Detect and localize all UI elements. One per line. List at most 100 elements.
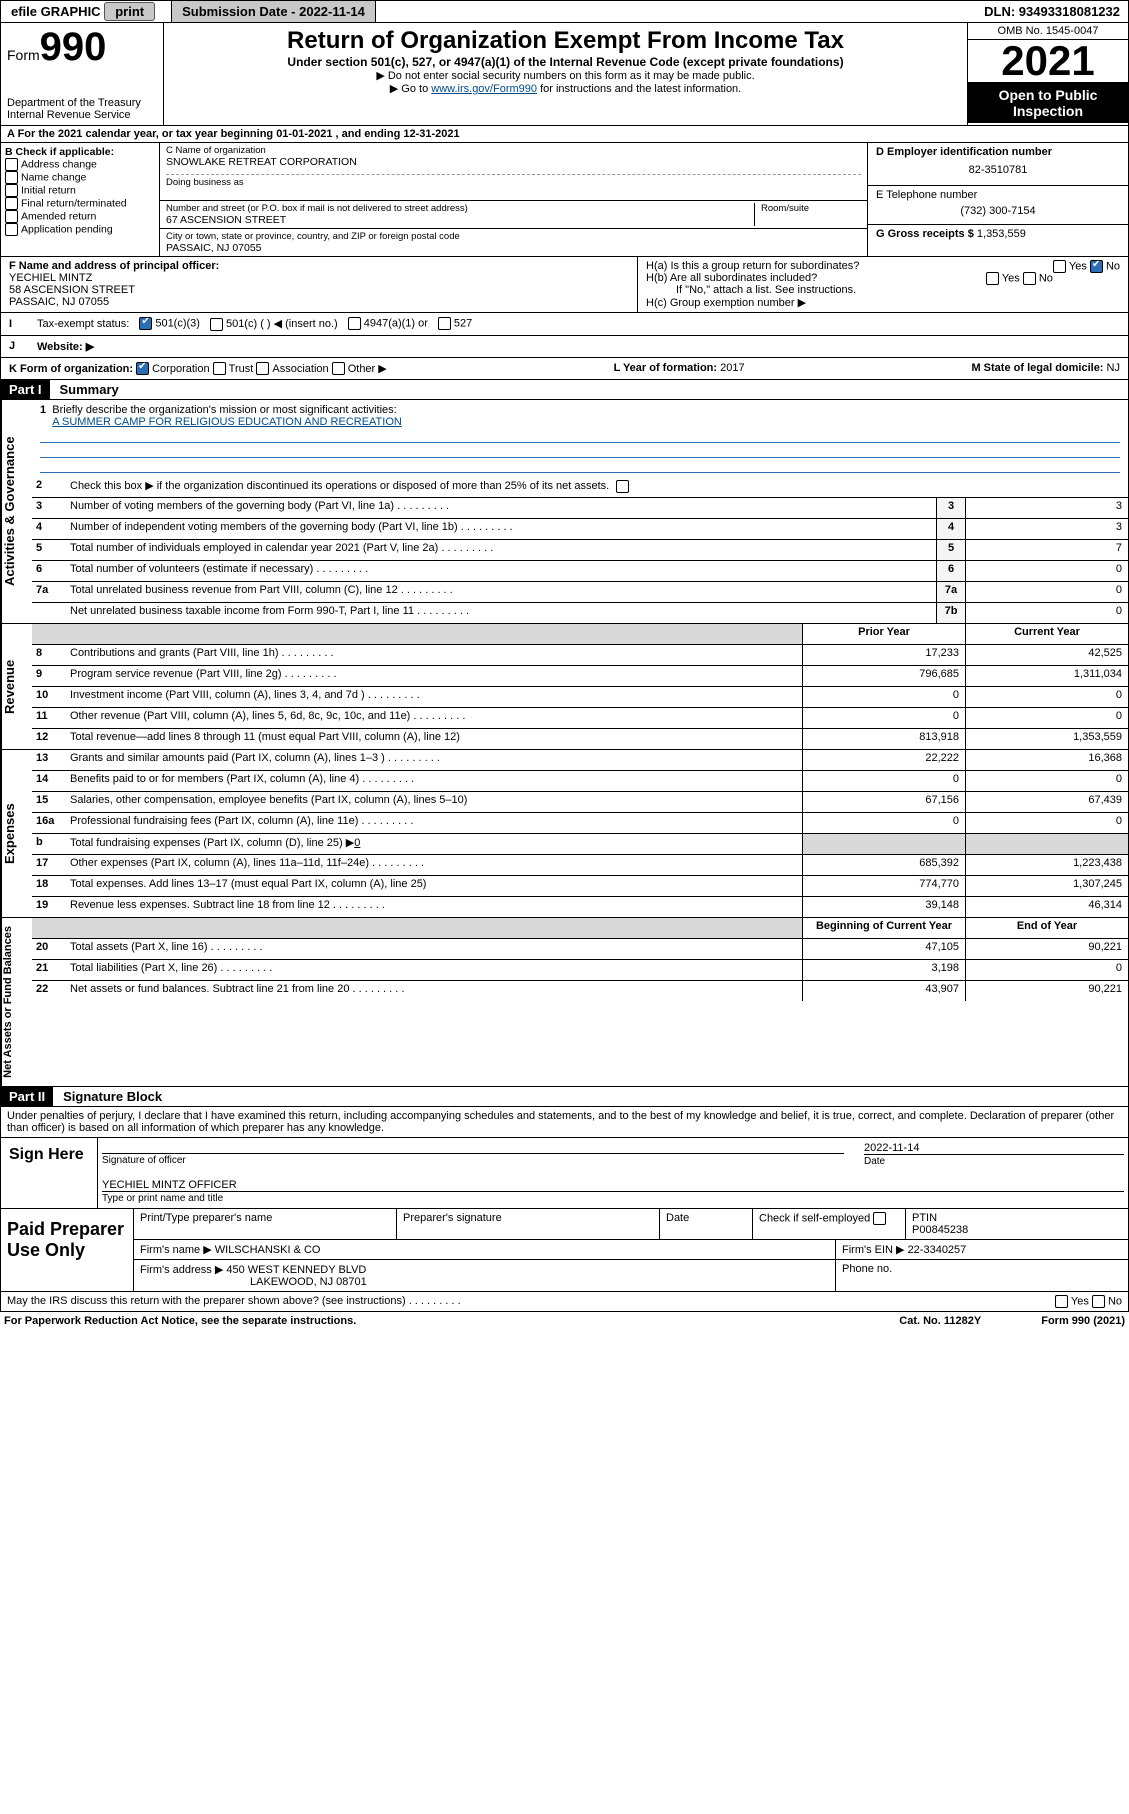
col-end: End of Year [965, 918, 1128, 938]
p9: 796,685 [802, 666, 965, 686]
chk-other[interactable]: Other ▶ [332, 363, 387, 375]
chk-assoc[interactable]: Association [256, 363, 328, 375]
chk-application[interactable]: Application pending [5, 223, 155, 236]
c13: 16,368 [965, 750, 1128, 770]
chk-final[interactable]: Final return/terminated [5, 197, 155, 210]
section-net-assets: Net Assets or Fund Balances Beginning of… [0, 918, 1129, 1087]
chk-527[interactable]: 527 [438, 317, 472, 330]
street: 67 ASCENSION STREET [166, 214, 754, 226]
officer-addr2: PASSAIC, NJ 07055 [9, 296, 629, 308]
line-18: Total expenses. Add lines 13–17 (must eq… [66, 876, 802, 896]
part2-title: Signature Block [53, 1089, 162, 1104]
chk-4947[interactable]: 4947(a)(1) or [348, 317, 428, 330]
irs-link[interactable]: www.irs.gov/Form990 [431, 83, 537, 95]
chk-trust[interactable]: Trust [213, 363, 254, 375]
irs-label: Internal Revenue Service [7, 109, 157, 121]
line-22: Net assets or fund balances. Subtract li… [66, 981, 802, 1001]
print-button[interactable]: print [104, 2, 155, 21]
p14: 0 [802, 771, 965, 791]
c18: 1,307,245 [965, 876, 1128, 896]
chk-address[interactable]: Address change [5, 158, 155, 171]
mission-label: Briefly describe the organization's miss… [52, 404, 396, 416]
firm-name: Firm's name ▶ WILSCHANSKI & CO [134, 1240, 836, 1259]
org-info-block: B Check if applicable: Address change Na… [0, 143, 1129, 257]
header-mid: Return of Organization Exempt From Incom… [164, 23, 967, 125]
form-org-label: K Form of organization: [9, 363, 133, 375]
line-17: Other expenses (Part IX, column (A), lin… [66, 855, 802, 875]
chk-corp[interactable]: Corporation [136, 363, 209, 375]
line-4: Number of independent voting members of … [66, 519, 936, 539]
line-11: Other revenue (Part VIII, column (A), li… [66, 708, 802, 728]
firm-addr: Firm's address ▶ 450 WEST KENNEDY BLVD L… [134, 1260, 836, 1291]
gross-cell: G Gross receipts $ 1,353,559 [868, 225, 1128, 243]
c9: 1,311,034 [965, 666, 1128, 686]
room-label: Room/suite [761, 203, 861, 214]
line-5: Total number of individuals employed in … [66, 540, 936, 560]
val-7a: 0 [965, 582, 1128, 602]
e21: 0 [965, 960, 1128, 980]
sidetab-net: Net Assets or Fund Balances [1, 918, 32, 1086]
col-prior: Prior Year [802, 624, 965, 644]
col-beginning: Beginning of Current Year [802, 918, 965, 938]
section-governance: Activities & Governance 1 Briefly descri… [0, 400, 1129, 624]
part2-bar: Part II Signature Block [0, 1087, 1129, 1107]
part1-hdr: Part I [1, 380, 50, 399]
org-name-cell: C Name of organization SNOWLAKE RETREAT … [160, 143, 867, 201]
hc-row: H(c) Group exemption number ▶ [646, 296, 1120, 309]
row-k: K Form of organization: Corporation Trus… [0, 358, 1129, 381]
line-12: Total revenue—add lines 8 through 11 (mu… [66, 729, 802, 749]
dept-label: Department of the Treasury [7, 97, 157, 109]
chk-amended[interactable]: Amended return [5, 210, 155, 223]
col-b-checks: B Check if applicable: Address change Na… [1, 143, 160, 256]
c16a: 0 [965, 813, 1128, 833]
line-2: Check this box ▶ if the organization dis… [66, 477, 1128, 497]
hb-row: H(b) Are all subordinates included? Yes … [646, 272, 1120, 284]
submission-date: Submission Date - 2022-11-14 [172, 1, 376, 22]
discuss-text: May the IRS discuss this return with the… [7, 1295, 461, 1308]
p19: 39,148 [802, 897, 965, 917]
officer-addr1: 58 ASCENSION STREET [9, 284, 629, 296]
val-3: 3 [965, 498, 1128, 518]
e20: 90,221 [965, 939, 1128, 959]
firm-ein: Firm's EIN ▶ 22-3340257 [836, 1240, 1128, 1259]
city-label: City or town, state or province, country… [166, 231, 861, 242]
line-13: Grants and similar amounts paid (Part IX… [66, 750, 802, 770]
tax-year: 2021 [968, 40, 1128, 83]
e22: 90,221 [965, 981, 1128, 1001]
chk-501c[interactable]: 501(c) ( ) ◀ (insert no.) [210, 317, 338, 331]
line-16a: Professional fundraising fees (Part IX, … [66, 813, 802, 833]
val-7b: 0 [965, 603, 1128, 623]
efile-label: efile GRAPHIC print [1, 1, 172, 22]
discuss-row: May the IRS discuss this return with the… [0, 1292, 1129, 1312]
return-subtitle: Under section 501(c), 527, or 4947(a)(1)… [174, 55, 957, 69]
c19: 46,314 [965, 897, 1128, 917]
declaration: Under penalties of perjury, I declare th… [0, 1107, 1129, 1138]
col-b-header: B Check if applicable: [5, 146, 155, 158]
firm-phone: Phone no. [836, 1260, 1128, 1291]
line-20: Total assets (Part X, line 16) [66, 939, 802, 959]
b20: 47,105 [802, 939, 965, 959]
line-21: Total liabilities (Part X, line 26) [66, 960, 802, 980]
line-6: Total number of volunteers (estimate if … [66, 561, 936, 581]
chk-name[interactable]: Name change [5, 171, 155, 184]
c17: 1,223,438 [965, 855, 1128, 875]
chk-initial[interactable]: Initial return [5, 184, 155, 197]
val-4: 3 [965, 519, 1128, 539]
mission-text[interactable]: A SUMMER CAMP FOR RELIGIOUS EDUCATION AN… [52, 416, 402, 428]
hb-note: If "No," attach a list. See instructions… [646, 284, 1120, 296]
c10: 0 [965, 687, 1128, 707]
tel: (732) 300-7154 [876, 201, 1120, 221]
sign-block: Sign Here Signature of officer 2022-11-1… [0, 1138, 1129, 1209]
row-a: A For the 2021 calendar year, or tax yea… [0, 126, 1129, 143]
col-c: C Name of organization SNOWLAKE RETREAT … [160, 143, 867, 256]
part1-title: Summary [50, 382, 119, 397]
street-label: Number and street (or P.O. box if mail i… [166, 203, 754, 214]
chk-501c3[interactable]: 501(c)(3) [139, 317, 200, 330]
val-5: 7 [965, 540, 1128, 560]
line-9: Program service revenue (Part VIII, line… [66, 666, 802, 686]
c15: 67,439 [965, 792, 1128, 812]
val-6: 0 [965, 561, 1128, 581]
col-d: D Employer identification number 82-3510… [867, 143, 1128, 256]
line-3: Number of voting members of the governin… [66, 498, 936, 518]
prep-col4: Check if self-employed [753, 1209, 906, 1239]
